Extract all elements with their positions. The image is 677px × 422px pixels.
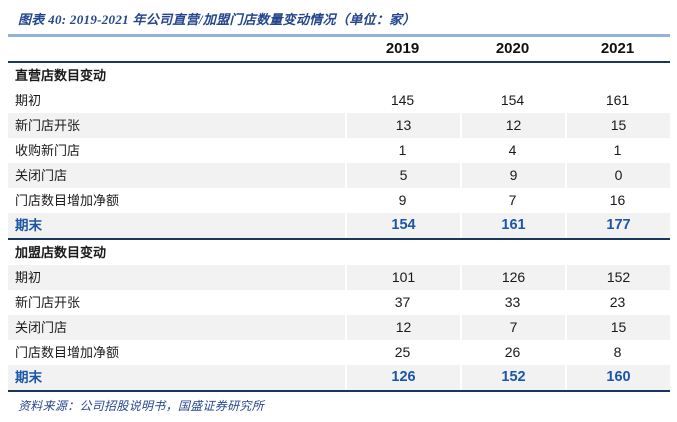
header-year-2019: 2019 — [385, 40, 420, 57]
source-note: 资料来源：公司招股说明书，国盛证券研究所 — [18, 399, 265, 413]
cell-value: 160 — [565, 365, 670, 390]
section-header-franchise: 加盟店数目变动 — [8, 240, 670, 265]
cell-value: 154 — [345, 213, 460, 238]
cell-value: 0 — [565, 163, 670, 188]
figure-title: 图表 40: 2019-2021 年公司直营/加盟门店数量变动情况（单位：家） — [18, 12, 416, 27]
row-label: 期初 — [8, 265, 345, 290]
table-row: 期初 101 126 152 — [8, 265, 670, 290]
cell-value: 126 — [460, 265, 565, 290]
cell-value: 161 — [460, 213, 565, 238]
cell-value: 7 — [460, 315, 565, 340]
cell-value: 4 — [508, 142, 517, 158]
cell-value: 15 — [565, 113, 670, 138]
empty-cell — [565, 240, 670, 265]
cell-value: 8 — [613, 344, 622, 360]
table-top-rule — [8, 34, 670, 37]
cell-value: 33 — [504, 294, 521, 310]
table-row: 关闭门店 12 7 15 — [8, 315, 670, 340]
header-divider-rule — [8, 61, 670, 63]
row-label: 新门店开张 — [8, 113, 345, 138]
section-header-label: 直营店数目变动 — [15, 68, 107, 83]
cell-value: 9 — [398, 192, 407, 208]
cell-value: 1 — [398, 142, 407, 158]
cell-value: 7 — [508, 192, 517, 208]
cell-value: 15 — [565, 315, 670, 340]
row-label: 期初 — [15, 93, 42, 108]
empty-cell — [565, 63, 670, 88]
header-empty-cell — [8, 37, 345, 61]
cell-value: 9 — [460, 163, 565, 188]
cell-value: 152 — [460, 365, 565, 390]
table-row: 关闭门店 5 9 0 — [8, 163, 670, 188]
header-year-2020: 2020 — [495, 40, 530, 57]
cell-value: 177 — [565, 213, 670, 238]
table-row: 新门店开张 13 12 15 — [8, 113, 670, 138]
cell-value: 1 — [613, 142, 622, 158]
row-label: 收购新门店 — [15, 143, 81, 158]
cell-value: 13 — [345, 113, 460, 138]
cell-value: 37 — [394, 294, 411, 310]
table-row: 新门店开张 37 33 23 — [8, 290, 670, 315]
cell-value: 25 — [394, 344, 411, 360]
cell-value: 12 — [460, 113, 565, 138]
section-header-label: 加盟店数目变动 — [15, 245, 107, 260]
table-row: 期初 145 154 161 — [8, 88, 670, 113]
cell-value: 5 — [345, 163, 460, 188]
empty-cell — [460, 240, 565, 265]
cell-value: 16 — [609, 192, 626, 208]
empty-cell — [460, 63, 565, 88]
cell-value: 154 — [500, 92, 525, 108]
cell-value: 12 — [345, 315, 460, 340]
store-count-table: 2019 2020 2021 直营店数目变动 期初 145 154 161 新门… — [8, 34, 670, 392]
row-label: 门店数目增加净额 — [15, 193, 120, 208]
cell-value: 126 — [345, 365, 460, 390]
table-bottom-rule — [8, 390, 670, 392]
cell-value: 26 — [504, 344, 521, 360]
cell-value: 161 — [605, 92, 630, 108]
row-label: 新门店开张 — [15, 295, 81, 310]
header-year-2021: 2021 — [600, 40, 635, 57]
table-row-period-end: 期末 126 152 160 — [8, 365, 670, 390]
section-divider-rule — [8, 238, 670, 240]
cell-value: 152 — [565, 265, 670, 290]
row-label: 期末 — [8, 365, 345, 390]
row-label: 门店数目增加净额 — [15, 345, 120, 360]
table-row: 门店数目增加净额 9 7 16 — [8, 188, 670, 213]
empty-cell — [345, 63, 460, 88]
row-label: 关闭门店 — [8, 315, 345, 340]
table-row-period-end: 期末 154 161 177 — [8, 213, 670, 238]
section-header-direct: 直营店数目变动 — [8, 63, 670, 88]
table-header-row: 2019 2020 2021 — [8, 37, 670, 61]
table-row: 收购新门店 1 4 1 — [8, 138, 670, 163]
empty-cell — [345, 240, 460, 265]
cell-value: 23 — [609, 294, 626, 310]
table-row: 门店数目增加净额 25 26 8 — [8, 340, 670, 365]
row-label: 期末 — [8, 213, 345, 238]
cell-value: 101 — [345, 265, 460, 290]
cell-value: 145 — [390, 92, 415, 108]
row-label: 关闭门店 — [8, 163, 345, 188]
